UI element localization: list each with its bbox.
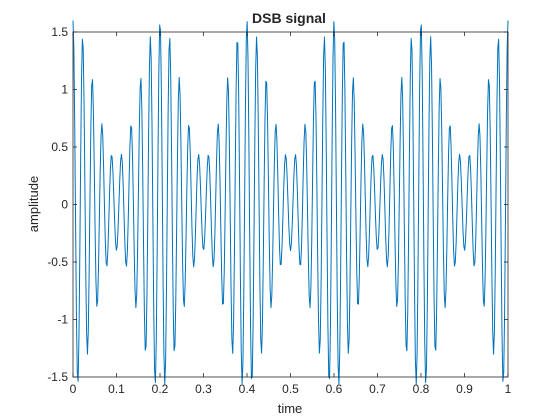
chart-title: DSB signal bbox=[252, 10, 326, 26]
x-tick-label: 0.9 bbox=[456, 382, 473, 396]
y-axis-label: amplitude bbox=[26, 176, 41, 232]
x-tick-label: 0.3 bbox=[195, 382, 212, 396]
x-tick-label: 0.2 bbox=[152, 382, 169, 396]
x-tick-label: 0.4 bbox=[239, 382, 256, 396]
y-tick-label: 1.5 bbox=[51, 25, 68, 39]
x-tick-label: 0 bbox=[70, 382, 77, 396]
y-tick-label: 0.5 bbox=[51, 140, 68, 154]
y-tick-label: -1 bbox=[57, 313, 68, 327]
signal-series-layer bbox=[72, 20, 509, 385]
axes-box bbox=[73, 32, 508, 377]
signal-line-0 bbox=[72, 20, 509, 385]
plot-area bbox=[72, 20, 509, 385]
y-tick-label: 0 bbox=[61, 198, 68, 212]
y-tick-label: 1 bbox=[61, 83, 68, 97]
x-axis: 0 0.1 0.2 0.3 0.4 0.5 0.6 0.7 0.8 0.9 1 bbox=[70, 32, 512, 396]
y-tick-label: -0.5 bbox=[47, 255, 68, 269]
x-axis-label: time bbox=[278, 401, 303, 416]
x-tick-label: 1 bbox=[505, 382, 512, 396]
x-tick-label: 0.7 bbox=[369, 382, 386, 396]
x-tick-label: 0.1 bbox=[108, 382, 125, 396]
x-tick-label: 0.8 bbox=[413, 382, 430, 396]
x-tick-label: 0.6 bbox=[326, 382, 343, 396]
y-axis: -1.5 -1 -0.5 0 0.5 1 1.5 bbox=[47, 25, 508, 384]
x-tick-label: 0.5 bbox=[282, 382, 299, 396]
y-tick-label: -1.5 bbox=[47, 370, 68, 384]
